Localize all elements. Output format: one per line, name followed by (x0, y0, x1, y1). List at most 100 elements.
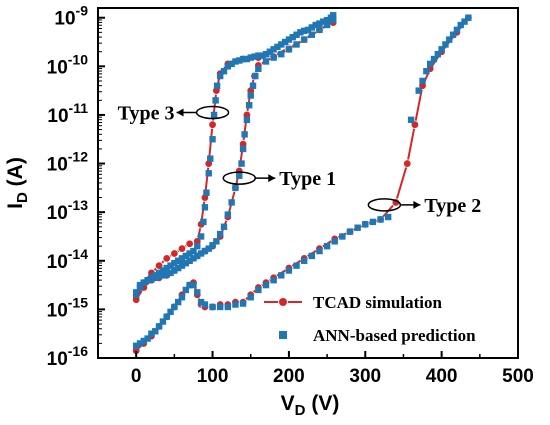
annotation-arrowhead (268, 174, 276, 183)
ann-point (312, 21, 319, 29)
ann-point (216, 72, 224, 80)
ann-point (209, 242, 216, 249)
y-tick-label: 10-12 (47, 149, 89, 176)
x-tick-label: 200 (273, 366, 305, 387)
ann-point (262, 50, 270, 58)
x-axis: 0 100 200 300 400 500 (97, 351, 534, 387)
ann-point (426, 60, 434, 68)
annotation-label: Type 2 (424, 195, 481, 217)
legend-ann-label: ANN-based prediction (313, 326, 476, 345)
ann-point (300, 36, 308, 43)
ann-point (285, 267, 293, 274)
ann-point (213, 238, 220, 245)
y-tick-label: 10-15 (47, 294, 89, 321)
y-axis: 10-16 10-15 10-14 10-13 10-12 10-11 10-10 10-9 (47, 3, 105, 370)
ann-point (205, 245, 212, 252)
ann-point (232, 184, 239, 192)
ann-point (278, 272, 285, 279)
ann-point (415, 87, 422, 94)
ann-point (308, 24, 316, 31)
ann-point (159, 318, 167, 325)
ann-point (289, 33, 296, 41)
ann-point (182, 252, 190, 260)
ann-point (167, 262, 174, 269)
ann-point (236, 172, 243, 179)
ann-point (316, 20, 323, 27)
ann-point (369, 218, 377, 226)
ann-point (200, 218, 207, 226)
ann-point (186, 281, 193, 289)
ann-point (182, 260, 190, 267)
ann-point (155, 269, 163, 277)
ann-point (246, 102, 253, 109)
ann-point (224, 211, 232, 218)
ann-point (270, 54, 277, 61)
x-tick-label: 0 (131, 366, 142, 387)
tcad-point (177, 244, 187, 253)
ann-point (457, 21, 464, 29)
ann-point (140, 337, 148, 345)
ann-point (442, 41, 449, 48)
ann-point (159, 267, 167, 274)
series-layer (131, 12, 473, 355)
ann-point (163, 264, 170, 272)
ann-point (247, 54, 254, 61)
ann-point (270, 277, 277, 284)
ann-point (285, 36, 293, 43)
ann-point (354, 224, 361, 231)
ann-point (178, 294, 186, 301)
ann-point (159, 272, 167, 279)
ann-point (316, 247, 323, 255)
ann-point (178, 255, 186, 262)
ann-point (144, 335, 151, 342)
ann-point (212, 97, 219, 104)
ann-point (194, 242, 201, 250)
ann-point (247, 92, 254, 99)
ann-point (266, 48, 274, 55)
ann-point (148, 276, 155, 283)
ann-point (174, 264, 182, 272)
ann-point (228, 60, 235, 68)
ann-point (304, 26, 312, 34)
ann-point (249, 82, 257, 89)
ann-point (190, 255, 197, 262)
y-tick-label: 10-16 (47, 343, 89, 370)
ann-point (278, 50, 285, 58)
ann-point (152, 328, 159, 335)
ann-point (323, 242, 331, 250)
ann-point (297, 29, 304, 36)
ann-point (423, 67, 430, 75)
ann-point (247, 294, 254, 301)
ann-point (293, 41, 300, 48)
ann-point (224, 63, 232, 70)
ann-point (201, 247, 209, 255)
ann-point (255, 286, 262, 294)
annotation-label: Type 1 (279, 168, 336, 190)
ann-point (278, 41, 285, 48)
ann-point (238, 160, 245, 167)
ann-point (255, 52, 262, 59)
x-axis-title: VD (V) (281, 392, 340, 419)
ann-point (419, 77, 426, 85)
ann-point (232, 301, 239, 308)
x-tick-label: 400 (426, 366, 458, 387)
ann-point (346, 228, 354, 235)
ann-point (205, 170, 212, 177)
ann-point (293, 262, 300, 269)
ann-point (197, 250, 205, 257)
ann-point (330, 16, 337, 24)
tcad-point (170, 249, 179, 258)
tcad-point (403, 159, 412, 168)
ann-point (155, 323, 163, 330)
ann-point (362, 221, 369, 228)
ann-point (209, 136, 216, 143)
ann-point (252, 72, 259, 80)
ann-point (182, 286, 190, 294)
ann-point (190, 247, 197, 255)
ann-point (213, 82, 221, 89)
annotation-arrowhead (413, 200, 421, 209)
ann-point (232, 58, 239, 65)
ann-point (300, 27, 308, 35)
ann-point (201, 301, 209, 308)
